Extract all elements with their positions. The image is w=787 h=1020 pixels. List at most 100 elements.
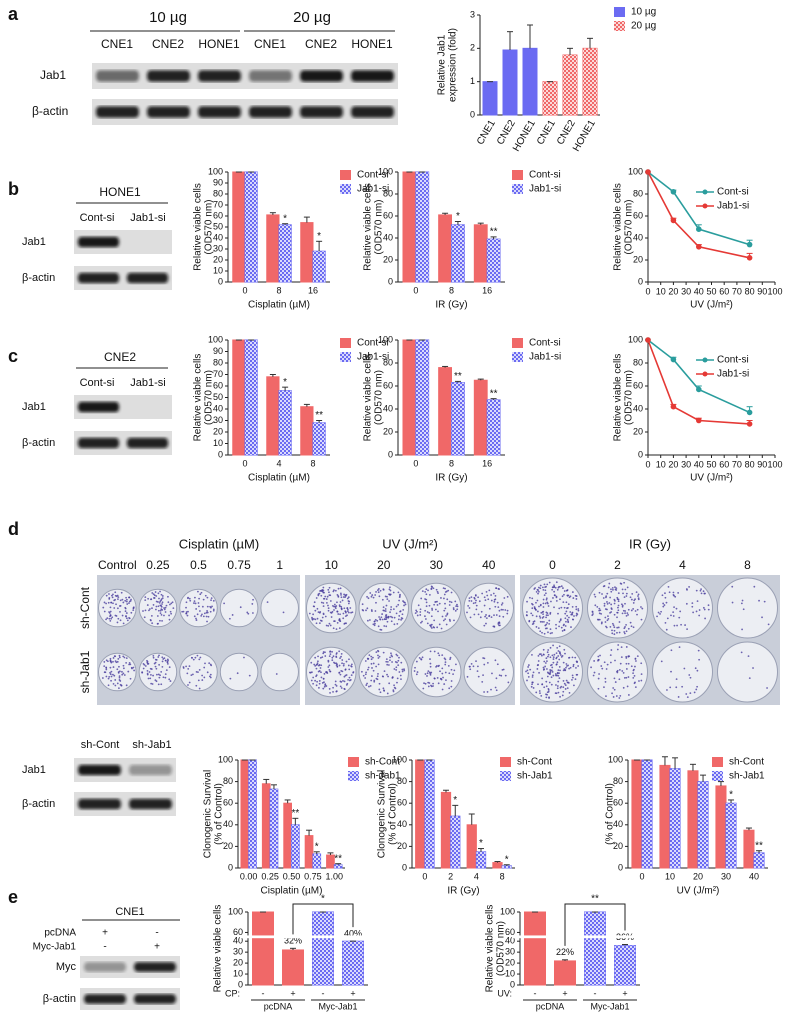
colony [430, 588, 433, 591]
colony [149, 608, 151, 610]
axis-break [512, 935, 641, 939]
colony [477, 596, 480, 599]
colony [373, 620, 376, 623]
colony [531, 681, 534, 684]
colony [424, 673, 427, 675]
colony [333, 605, 336, 608]
colony [577, 609, 580, 612]
colony [318, 686, 320, 689]
colony [327, 666, 330, 668]
colony [575, 598, 578, 600]
colony [397, 664, 400, 667]
colony [548, 581, 551, 584]
colony [428, 671, 431, 674]
colony [124, 599, 127, 602]
colony [455, 605, 458, 608]
colony [165, 604, 168, 607]
x-tick-label: 100 [767, 286, 782, 296]
colony [366, 657, 369, 660]
y-tick-label: 20 [383, 426, 393, 436]
colony [122, 622, 125, 625]
blot-band [129, 764, 172, 776]
x-tick-label: 8 [449, 458, 454, 468]
marker [696, 417, 702, 424]
x-tick-label: CNE1 [475, 118, 498, 147]
colony [320, 664, 323, 667]
sign: + [154, 942, 160, 953]
bar [300, 406, 314, 456]
row-label: Jab1 [22, 236, 46, 248]
colony [112, 660, 114, 663]
colony [207, 615, 210, 618]
colony [541, 677, 544, 680]
legend-swatch [340, 338, 351, 348]
bar-hatch [754, 852, 765, 868]
colony [531, 674, 534, 677]
group-label: Cisplatin (µM) [179, 536, 259, 551]
colony [348, 668, 351, 671]
colony [211, 605, 213, 608]
colony [435, 665, 437, 668]
colony [625, 646, 628, 648]
y-axis-label: Relative viable cells [193, 183, 204, 271]
colony [194, 656, 197, 659]
colony [125, 615, 127, 617]
row-label: β-actin [22, 272, 55, 284]
colony [501, 602, 504, 605]
colony [538, 653, 541, 656]
colony [338, 671, 341, 674]
colony [348, 676, 351, 679]
colony [613, 688, 616, 691]
colony [125, 596, 127, 599]
colony [621, 670, 624, 672]
colony [627, 676, 630, 678]
colony [450, 668, 453, 671]
blot-header: CNE2 [104, 350, 136, 364]
colony [186, 614, 189, 617]
colony [546, 668, 548, 670]
colony [129, 663, 132, 666]
colony [386, 598, 389, 600]
colony [117, 617, 120, 620]
colony [548, 622, 551, 625]
colony [613, 626, 616, 629]
colony [436, 677, 439, 679]
plate [219, 652, 259, 692]
colony [472, 665, 475, 668]
colony [314, 609, 317, 612]
colony [575, 608, 578, 611]
bar-hatch [312, 853, 321, 868]
colony [109, 657, 112, 660]
colony [485, 590, 488, 593]
colony [601, 667, 604, 670]
colony [322, 677, 325, 680]
colony [114, 684, 117, 687]
colony [449, 620, 452, 622]
marker [696, 226, 702, 232]
colony [430, 615, 433, 618]
colony [558, 625, 560, 628]
colony [395, 669, 398, 671]
colony [526, 600, 528, 603]
bar [466, 824, 477, 869]
colony [158, 663, 161, 666]
significance: * [315, 841, 319, 852]
colony [348, 658, 350, 661]
colony [388, 588, 391, 591]
x-tick-label: 80 [745, 286, 755, 296]
colony [598, 607, 601, 610]
x-tick-label: 60 [719, 459, 729, 469]
colony [498, 674, 501, 677]
colony [546, 651, 549, 654]
colony [275, 673, 278, 675]
y-axis-label: Relative viable cells [213, 905, 224, 993]
colony [334, 607, 337, 610]
colony [660, 660, 663, 663]
colony [636, 655, 639, 658]
colony [187, 610, 189, 613]
x-tick-label: 40 [694, 286, 704, 296]
colony [568, 616, 570, 619]
colony [444, 661, 447, 663]
colony [468, 597, 471, 599]
colony [557, 612, 559, 615]
